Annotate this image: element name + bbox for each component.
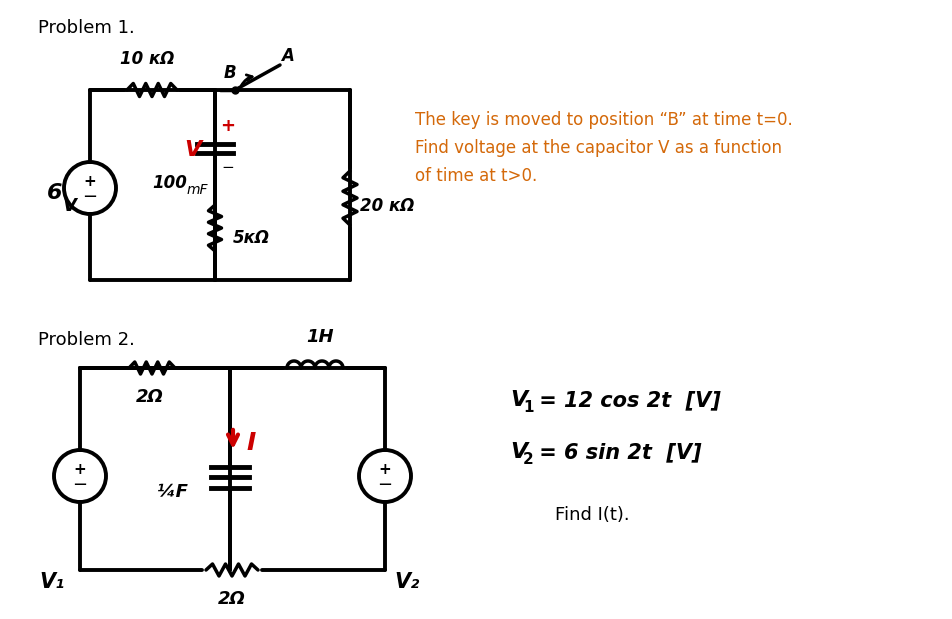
Text: mF: mF [186,183,208,197]
Text: V₂: V₂ [394,572,419,592]
Text: +: + [378,462,391,477]
Text: V: V [184,140,202,160]
Text: +: + [220,117,235,135]
Text: 1H: 1H [306,328,333,346]
Text: 10 кΩ: 10 кΩ [120,50,174,68]
Text: A: A [281,47,294,65]
Text: V: V [509,390,526,410]
Text: of time at t>0.: of time at t>0. [414,167,537,185]
Text: V: V [63,197,77,215]
Text: V: V [509,442,526,462]
Text: 1: 1 [523,399,533,415]
Text: Problem 2.: Problem 2. [38,331,135,349]
Text: −: − [72,476,88,494]
Text: −: − [83,188,97,206]
Text: 2: 2 [523,451,533,467]
Text: 2Ω: 2Ω [136,388,164,406]
Text: +: + [73,462,87,477]
Text: 2Ω: 2Ω [218,590,246,608]
Text: 100: 100 [152,174,188,192]
Text: +: + [84,173,96,189]
Text: Find I(t).: Find I(t). [554,506,629,524]
Text: 6: 6 [47,183,62,203]
Text: 20 кΩ: 20 кΩ [360,197,414,215]
Text: Find voltage at the capacitor V as a function: Find voltage at the capacitor V as a fun… [414,139,782,157]
Text: Problem 1.: Problem 1. [38,19,134,37]
Text: −: − [221,160,233,176]
Text: I: I [246,430,255,454]
Text: 5кΩ: 5кΩ [232,229,269,247]
Text: B: B [224,64,236,82]
Text: V₁: V₁ [39,572,65,592]
Text: = 6 sin 2t  [V]: = 6 sin 2t [V] [531,442,701,462]
Text: −: − [377,476,392,494]
Text: ¼F: ¼F [156,483,188,501]
Text: The key is moved to position “B” at time t=0.: The key is moved to position “B” at time… [414,111,792,129]
Text: = 12 cos 2t  [V]: = 12 cos 2t [V] [531,390,720,410]
